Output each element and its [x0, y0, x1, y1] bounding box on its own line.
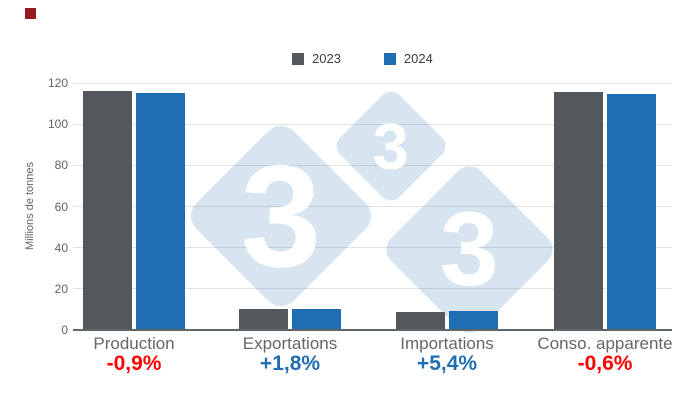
gridline-120 — [73, 82, 672, 84]
y-tick-label-60: 60 — [54, 199, 68, 214]
legend-label: 2024 — [403, 51, 433, 66]
bar-2024-importations — [449, 310, 498, 330]
bar-2024-conso-apparente — [607, 93, 656, 330]
y-tick-label-120: 120 — [47, 76, 68, 90]
y-tick-label-0: 0 — [61, 323, 68, 337]
bar-2023-production — [83, 91, 132, 330]
legend-swatch-icon — [292, 52, 304, 65]
bar-2023-conso-apparente — [554, 92, 603, 330]
chart-legend: 2023 2024 — [292, 51, 433, 66]
y-tick-label-80: 80 — [54, 158, 68, 173]
category-label-production: Production — [93, 334, 175, 353]
bar-2023-exportations — [239, 309, 288, 330]
pct-change-label-production: -0,9% — [106, 352, 162, 375]
pct-change-label-importations: +5,4% — [416, 352, 478, 375]
legend-swatch-icon — [383, 52, 396, 65]
category-label-conso-apparente: Conso. apparente — [537, 334, 673, 353]
bar-2024-production — [136, 93, 185, 330]
gridline-40 — [73, 247, 672, 249]
gridline-20 — [73, 288, 672, 290]
bar-2023-importations — [396, 311, 445, 330]
pct-change-label-conso-apparente: -0,6% — [577, 352, 633, 375]
gridline-60 — [73, 206, 672, 207]
x-axis-line — [73, 329, 672, 331]
watermark-digit: 3 — [440, 191, 499, 308]
watermark-digit: 3 — [372, 109, 410, 183]
pct-change-label-exportations: +1,8% — [259, 352, 321, 375]
category-label-importations: Importations — [400, 334, 494, 353]
watermark-digit: 3 — [240, 134, 322, 297]
gridline-80 — [73, 164, 672, 166]
y-tick-label-20: 20 — [54, 281, 68, 296]
bar-2024-exportations — [292, 309, 341, 330]
y-tick-label-100: 100 — [47, 117, 68, 132]
category-label-exportations: Exportations — [242, 334, 338, 353]
y-tick-label-40: 40 — [54, 240, 68, 255]
legend-item-2024: 2024 — [383, 51, 433, 66]
legend-label: 2023 — [312, 51, 341, 66]
brand-red-square — [25, 8, 36, 19]
gridline-100 — [73, 123, 672, 125]
legend-item-2023: 2023 — [292, 51, 341, 66]
